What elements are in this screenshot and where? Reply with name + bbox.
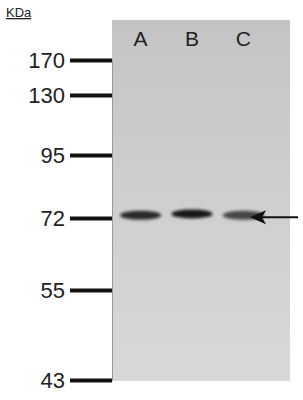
tick-label: 130	[28, 83, 65, 108]
lane-label: B	[185, 27, 199, 50]
tick-label: 170	[28, 48, 65, 73]
tick-mark	[70, 289, 112, 293]
tick-label: 72	[41, 206, 65, 231]
tick: 72	[41, 206, 112, 231]
tick: 43	[41, 368, 112, 393]
tick-mark	[70, 379, 112, 383]
tick-label: 43	[41, 368, 65, 393]
figure: A B C 170 130 95 72 55 43 KDa	[0, 0, 303, 400]
tick: 130	[28, 83, 112, 108]
tick-mark	[70, 59, 112, 63]
tick-mark	[70, 217, 112, 221]
blot-membrane	[112, 20, 290, 381]
tick-mark	[70, 154, 112, 158]
bands	[120, 209, 264, 219]
lane-label: C	[236, 27, 251, 50]
tick: 55	[41, 278, 112, 303]
tick-label: 55	[41, 278, 65, 303]
tick-mark	[70, 94, 112, 98]
axis-title: KDa	[6, 5, 32, 20]
tick-label: 95	[41, 143, 65, 168]
arrow-shaft	[262, 216, 298, 218]
tick: 95	[41, 143, 112, 168]
marker-axis: 170 130 95 72 55 43	[28, 48, 112, 393]
band	[120, 211, 161, 220]
arrow-head	[250, 210, 266, 224]
lane-label: A	[134, 27, 148, 50]
axis-line	[70, 61, 113, 381]
tick: 170	[28, 48, 112, 73]
band	[171, 209, 212, 218]
